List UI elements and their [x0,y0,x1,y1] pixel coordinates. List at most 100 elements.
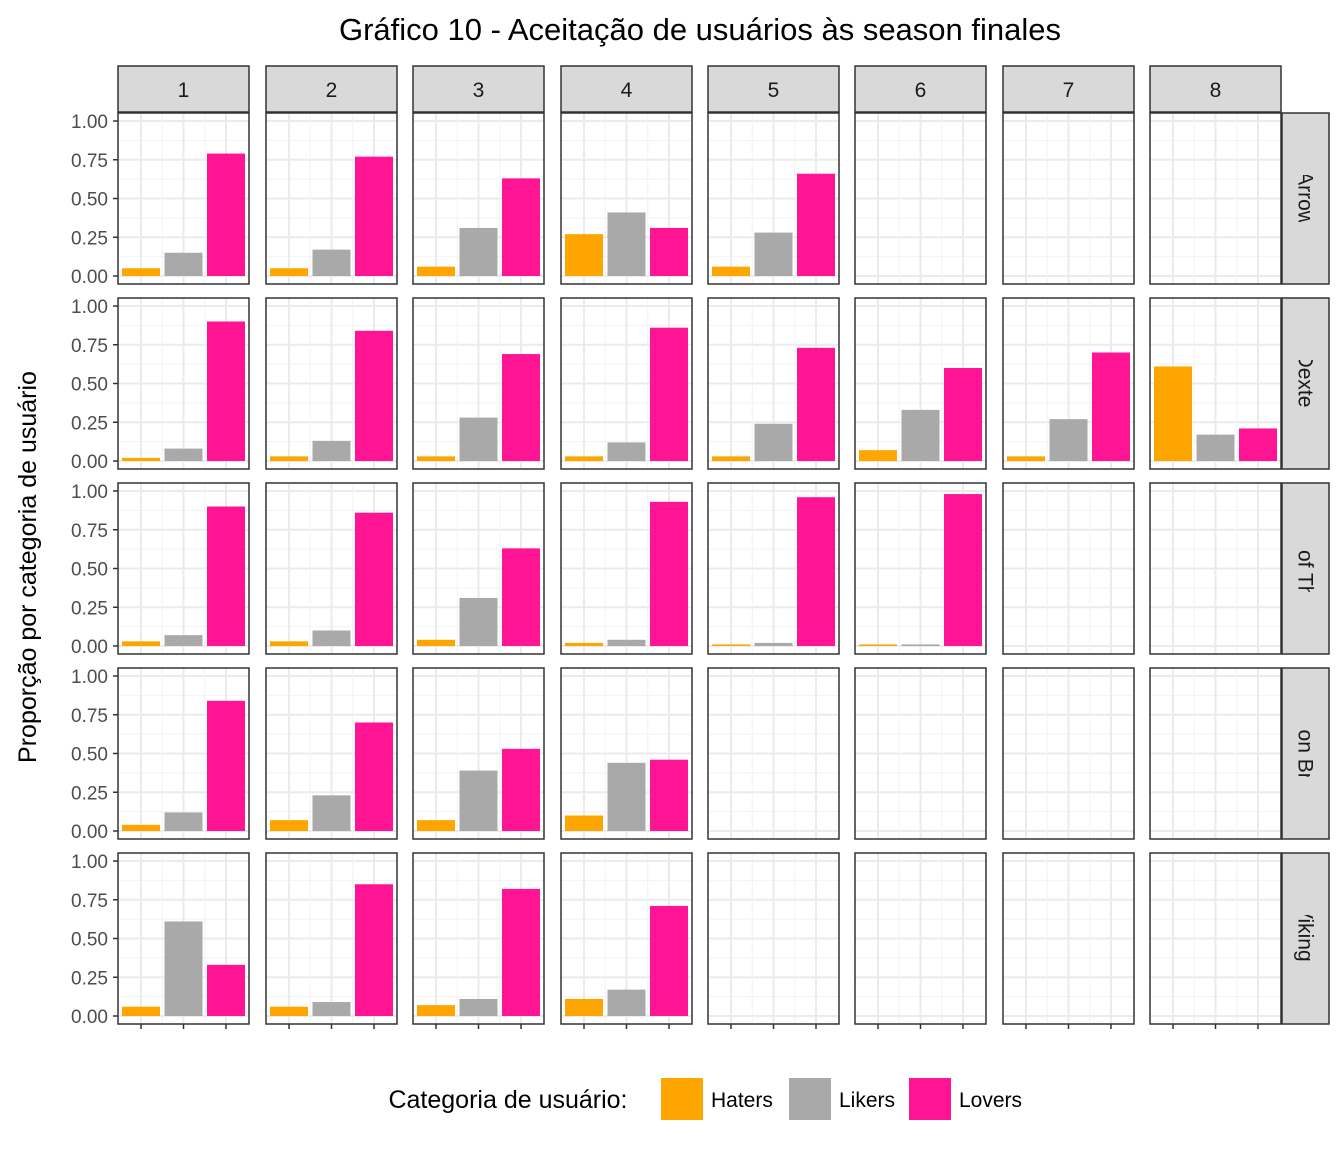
facet-panel [560,852,693,1029]
facet-column-strip: 5 [707,65,840,113]
facet-panel [1149,297,1282,470]
facet-panel [412,667,545,840]
bar-lovers [355,512,393,646]
facet-panel [560,667,693,840]
facet-column-strip: 7 [1002,65,1135,113]
bar-haters [270,641,308,646]
facet-row-label: Prison Break [1294,693,1317,814]
panel-border [707,297,840,470]
y-tick-label: 0.75 [71,891,108,912]
strip-background [1149,65,1282,113]
panel-border [1149,482,1282,655]
panel-border [265,297,398,470]
facet-column-label: 3 [473,79,485,102]
facet-panel [854,852,987,1029]
facet-panel [412,852,545,1029]
bar-lovers [650,227,688,276]
bar-lovers [1092,352,1130,461]
y-tick-label: 0.75 [71,336,108,357]
bar-likers [164,635,203,646]
y-tick-label: 0.50 [71,375,108,396]
panel-border [854,297,987,470]
facet-row-strip: Dexter [1281,297,1330,470]
bar-lovers [355,884,393,1016]
strip-background [1281,667,1330,840]
legend-title: Categoria de usuário: [388,1086,627,1114]
facet-panel [707,482,840,655]
bar-lovers [650,327,688,461]
facet-panel [1002,297,1135,470]
facet-column-label: 8 [1210,79,1222,102]
panel-border [560,482,693,655]
y-tick-label: 0.75 [71,521,108,542]
bar-likers [459,227,498,276]
strip-background [117,65,250,113]
panel-border [1002,297,1135,470]
facet-column-label: 4 [621,79,633,102]
bar-likers [312,630,351,646]
facet-row-label: Vikings [1294,905,1317,972]
panel-border [1002,482,1135,655]
bar-likers [312,440,351,461]
legend-label: Likers [839,1089,895,1112]
facet-column-strip: 3 [412,65,545,113]
panel-border [854,112,987,285]
bar-haters [565,998,603,1016]
panel-border [707,667,840,840]
panel-border [560,297,693,470]
y-tick-label: 0.00 [71,452,108,473]
facet-panel [707,667,840,840]
facet-column-strip: 4 [560,65,693,113]
bar-haters [712,456,750,461]
panel-border [412,297,545,470]
y-tick-label: 1.00 [71,852,108,873]
strip-background [560,65,693,113]
y-tick-label: 0.50 [71,190,108,211]
facet-row-strip: Vikings [1281,852,1330,1025]
facet-column-strip: 6 [854,65,987,113]
bar-likers [607,989,646,1016]
facet-panel [560,297,693,470]
facet-panel [1149,852,1282,1029]
facet-panel [560,482,693,655]
legend-key [909,1078,951,1120]
bar-likers [1196,434,1235,461]
y-tick-label: 1.00 [71,667,108,688]
facet-column-strip: 8 [1149,65,1282,113]
bar-likers [164,448,203,461]
y-axis: 0.00 0.25 0.50 0.75 1.00 [71,667,118,843]
bar-haters [417,820,455,831]
bar-haters [565,642,603,646]
strip-background [1281,852,1330,1025]
facet-panel [117,852,250,1029]
facet-column-label: 6 [915,79,927,102]
facet-panel [1002,667,1135,840]
panel-border [117,482,250,655]
y-tick-label: 0.75 [71,706,108,727]
bar-lovers [207,964,245,1016]
bar-lovers [797,497,835,646]
facet-panel [707,297,840,470]
bar-haters [122,1006,160,1016]
bar-haters [270,820,308,831]
bar-likers [607,639,646,646]
bar-haters [417,266,455,276]
bar-likers [164,252,203,276]
bar-likers [607,442,646,461]
legend-item-likers: Likers [789,1078,895,1120]
bar-likers [901,409,940,461]
panel-border [560,667,693,840]
panel-border [117,667,250,840]
facet-panel [117,297,250,470]
facet-column-label: 1 [178,79,190,102]
bar-lovers [207,700,245,831]
y-axis: 0.00 0.25 0.50 0.75 1.00 [71,297,118,473]
bar-haters [122,641,160,646]
facet-panel [560,112,693,285]
bar-likers [312,249,351,276]
panel-border [265,667,398,840]
y-tick-label: 0.25 [71,598,108,619]
y-tick-label: 0.25 [71,228,108,249]
y-axis: 0.00 0.25 0.50 0.75 1.00 [71,852,118,1028]
